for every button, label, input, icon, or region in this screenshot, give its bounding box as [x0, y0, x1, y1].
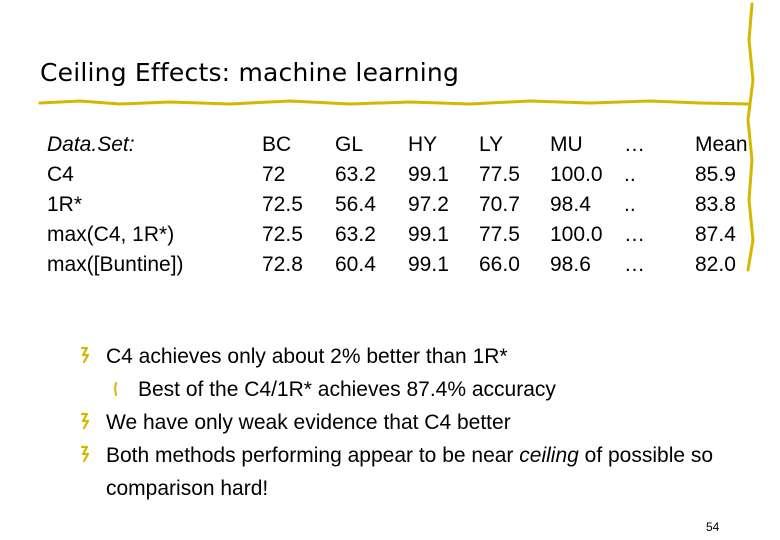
slide-title: Ceiling Effects: machine learning [40, 58, 460, 87]
bullet-icon [80, 340, 90, 370]
table-cell: 87.4 [695, 223, 736, 246]
sub-bullet-item: Best of the C4/1R* achieves 87.4% accura… [80, 373, 770, 406]
table-column-gl: GL 63.2 56.4 63.2 60.4 [335, 130, 376, 280]
bullet-text-emphasis: ceiling [519, 444, 579, 467]
table-cell: 63.2 [335, 163, 376, 186]
table-cell: C4 [47, 163, 74, 186]
table-cell: 97.2 [408, 193, 449, 216]
bullet-text: C4 achieves only about 2% better than 1R… [106, 345, 508, 368]
table-cell: 70.7 [479, 193, 520, 216]
bullet-text-post: of possible so comparison hard! [106, 444, 714, 500]
bullet-item: We have only weak evidence that C4 bette… [80, 406, 770, 439]
table-cell: 72.5 [262, 223, 303, 246]
sub-bullet-text: Best of the C4/1R* achieves 87.4% accura… [138, 378, 556, 401]
column-header: BC [262, 133, 292, 156]
column-header: Mean [695, 133, 748, 156]
table-cell: 77.5 [479, 223, 520, 246]
table-cell: 72.8 [262, 253, 303, 276]
table-cell: 60.4 [335, 253, 376, 276]
table-cell: max([Buntine]) [47, 253, 184, 276]
table-cell: 63.2 [335, 223, 376, 246]
table-cell: max(C4, 1R*) [47, 223, 175, 246]
table-cell: 98.6 [550, 253, 591, 276]
table-cell: 99.1 [408, 223, 449, 246]
sub-bullet-icon [112, 373, 122, 403]
column-header: LY [479, 133, 504, 156]
bullet-text: We have only weak evidence that C4 bette… [106, 411, 511, 434]
table-column-ly: LY 77.5 70.7 77.5 66.0 [479, 130, 520, 280]
table-cell: 77.5 [479, 163, 520, 186]
table-cell: 83.8 [695, 193, 736, 216]
table-cell: 72.5 [262, 193, 303, 216]
table-column-bc: BC 72 72.5 72.5 72.8 [262, 130, 303, 280]
column-header: MU [550, 133, 583, 156]
table-cell: 100.0 [550, 223, 603, 246]
table-cell: 56.4 [335, 193, 376, 216]
bullet-text-pre: Both methods performing appear to be nea… [106, 444, 520, 467]
table-cell: 66.0 [479, 253, 520, 276]
table-cell: … [624, 223, 645, 246]
bullet-icon [80, 406, 90, 436]
column-header: Data.Set: [47, 133, 135, 156]
column-header: GL [335, 133, 364, 156]
table-cell: 98.4 [550, 193, 591, 216]
table-cell: 99.1 [408, 163, 449, 186]
column-header: HY [408, 133, 438, 156]
table-cell: 1R* [47, 193, 83, 216]
table-column-mean: Mean 85.9 83.8 87.4 82.0 [695, 130, 748, 280]
table-cell: 85.9 [695, 163, 736, 186]
bullet-item: C4 achieves only about 2% better than 1R… [80, 340, 770, 373]
bullet-item: Both methods performing appear to be nea… [80, 439, 770, 505]
table-cell: .. [624, 193, 636, 216]
bullet-icon [80, 439, 90, 469]
table-cell: 82.0 [695, 253, 736, 276]
column-header: … [624, 133, 645, 156]
table-cell: … [624, 253, 645, 276]
bullet-list: C4 achieves only about 2% better than 1R… [80, 340, 770, 505]
table-cell: 100.0 [550, 163, 603, 186]
page-number: 54 [706, 520, 720, 534]
table-column-mu: MU 100.0 98.4 100.0 98.6 [550, 130, 603, 280]
table-cell: 72 [262, 163, 286, 186]
table-column-ellipsis: … .. .. … … [624, 130, 645, 280]
table-column-hy: HY 99.1 97.2 99.1 99.1 [408, 130, 449, 280]
table-column-dataset: Data.Set: C4 1R* max(C4, 1R*) max([Bunti… [47, 130, 184, 280]
table-cell: .. [624, 163, 636, 186]
table-cell: 99.1 [408, 253, 449, 276]
